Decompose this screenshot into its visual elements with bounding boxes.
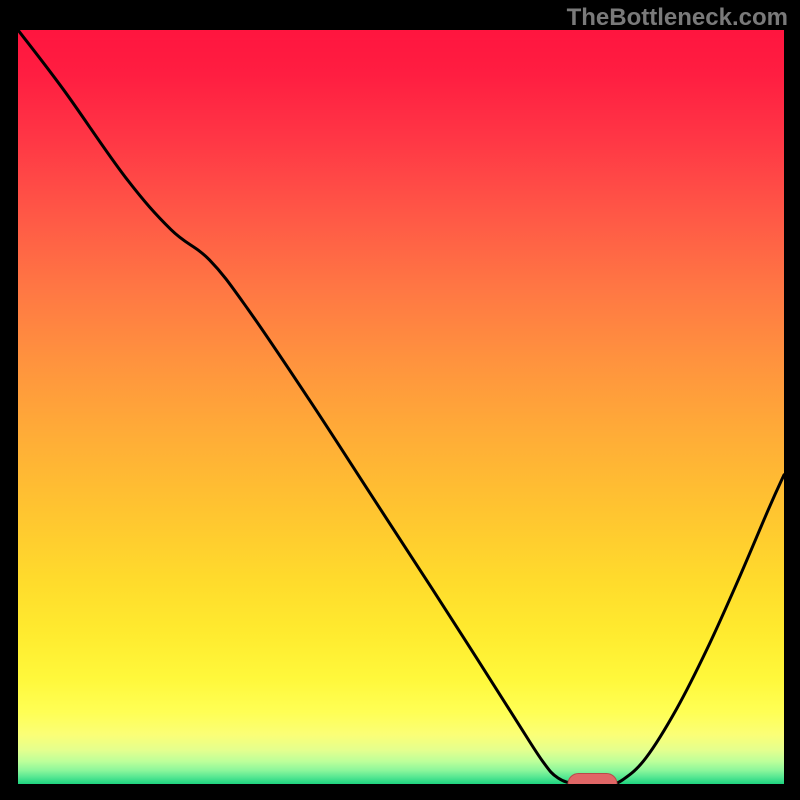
optimal-marker [568,773,617,784]
root: TheBottleneck.com [0,0,800,800]
chart-background [18,30,784,784]
plot-frame [18,30,784,784]
bottleneck-chart [18,30,784,784]
watermark-text: TheBottleneck.com [567,4,788,32]
